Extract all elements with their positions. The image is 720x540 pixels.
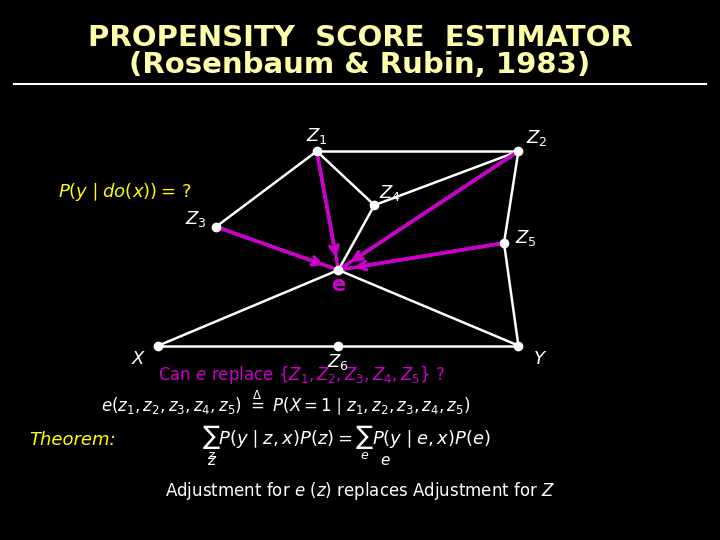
Text: $Y$: $Y$ — [533, 350, 547, 368]
Text: Theorem:: Theorem: — [29, 431, 115, 449]
Text: $Z_6$: $Z_6$ — [328, 352, 349, 372]
Text: $Z_2$: $Z_2$ — [526, 127, 547, 148]
Text: $Z_4$: $Z_4$ — [379, 183, 401, 204]
Text: Can $e$ replace $\{Z_1, Z_2, Z_3, Z_4, Z_5\}$ ?: Can $e$ replace $\{Z_1, Z_2, Z_3, Z_4, Z… — [158, 364, 445, 386]
Text: Adjustment for $e$ $(z)$ replaces Adjustment for $Z$: Adjustment for $e$ $(z)$ replaces Adjust… — [165, 481, 555, 502]
Text: $z$: $z$ — [207, 453, 217, 468]
Text: $\mathbf{e}$: $\mathbf{e}$ — [330, 275, 346, 295]
Text: $Z_3$: $Z_3$ — [185, 208, 207, 229]
Text: $P(y\mid do(x))=\,?$: $P(y\mid do(x))=\,?$ — [58, 181, 192, 202]
Text: $\sum_z P(y\mid z,x)P(z) = \sum_e P(y\mid e,x)P(e)$: $\sum_z P(y\mid z,x)P(z) = \sum_e P(y\mi… — [202, 423, 490, 462]
Text: PROPENSITY  SCORE  ESTIMATOR: PROPENSITY SCORE ESTIMATOR — [88, 24, 632, 52]
Text: $e(z_1,z_2,z_3,z_4,z_5)\ \overset{\Delta}{=}\ P(X=1\mid z_1,z_2,z_3,z_4,z_5)$: $e(z_1,z_2,z_3,z_4,z_5)\ \overset{\Delta… — [101, 388, 470, 417]
Text: (Rosenbaum & Rubin, 1983): (Rosenbaum & Rubin, 1983) — [130, 51, 590, 79]
Text: $Z_5$: $Z_5$ — [515, 227, 536, 248]
Text: $e$: $e$ — [380, 453, 390, 468]
Text: $X$: $X$ — [130, 350, 146, 368]
Text: $Z_1$: $Z_1$ — [306, 126, 328, 146]
